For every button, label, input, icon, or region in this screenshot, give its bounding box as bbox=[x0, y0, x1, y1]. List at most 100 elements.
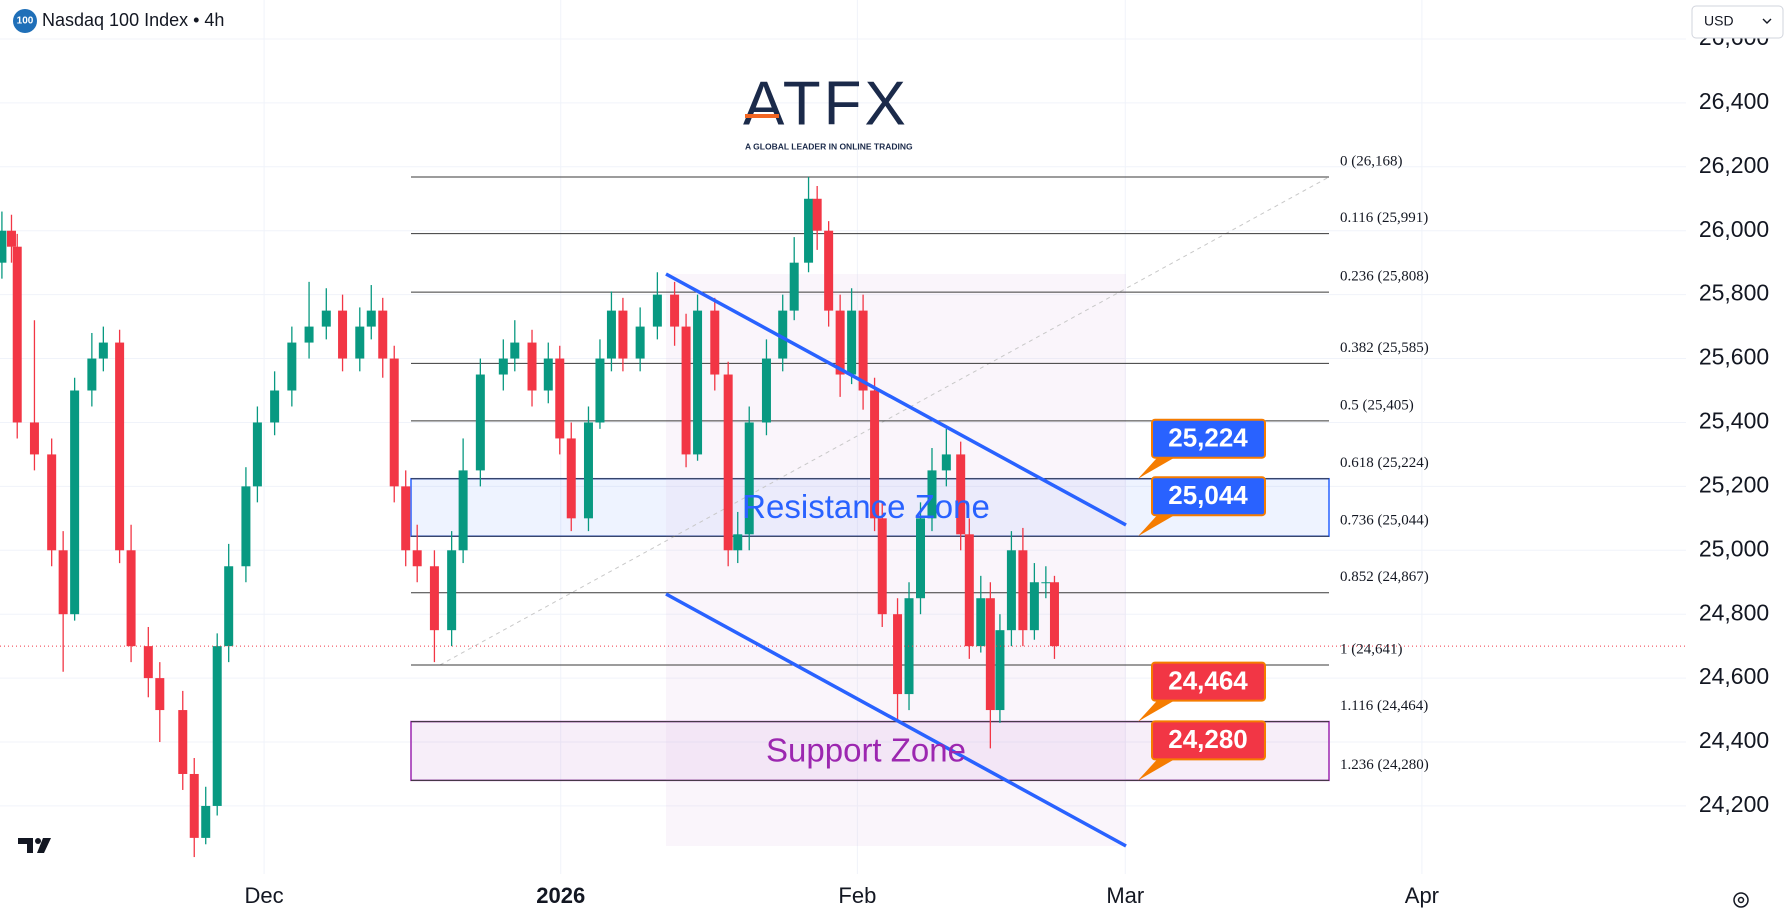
candle-body bbox=[847, 310, 857, 375]
y-tick-label: 25,400 bbox=[1699, 408, 1769, 434]
price-label-pointer bbox=[1138, 699, 1176, 722]
y-tick-label: 24,400 bbox=[1699, 727, 1769, 753]
candle-body bbox=[287, 342, 297, 391]
candle-body bbox=[155, 678, 165, 711]
candle-body bbox=[338, 310, 348, 359]
y-tick-label: 25,800 bbox=[1699, 280, 1769, 306]
candle-body bbox=[652, 294, 662, 327]
candle-body bbox=[321, 310, 331, 327]
y-tick-label: 25,200 bbox=[1699, 471, 1769, 497]
candle-body bbox=[475, 374, 485, 471]
candle-body bbox=[0, 230, 7, 263]
candle-body bbox=[812, 198, 822, 231]
y-tick-label: 26,000 bbox=[1699, 216, 1769, 242]
candle-body bbox=[412, 550, 422, 567]
candle-body bbox=[58, 550, 68, 615]
candle-body bbox=[12, 246, 22, 423]
x-tick-label: Feb bbox=[838, 883, 876, 908]
x-tick-label: Mar bbox=[1106, 883, 1144, 908]
fib-layer: 0 (26,168) 0.116 (25,991) 0.236 (25,808) 0.… bbox=[411, 153, 1429, 781]
settings-icon-core[interactable] bbox=[1737, 896, 1745, 904]
price-label-box bbox=[1151, 661, 1266, 702]
logo-name: ATFX bbox=[743, 69, 909, 138]
price-label-text: 25,044 bbox=[1168, 480, 1248, 510]
candle-body bbox=[178, 710, 188, 774]
fib-label: 0.5 (25,405) bbox=[1340, 397, 1414, 413]
currency-text[interactable]: USD bbox=[1704, 13, 1734, 29]
candle-body bbox=[976, 598, 986, 647]
price-label-box bbox=[1151, 720, 1266, 761]
candle-body bbox=[566, 438, 576, 519]
tv-logo-part bbox=[37, 838, 51, 853]
currency-button[interactable]: USD bbox=[1691, 5, 1784, 39]
candle-body bbox=[964, 534, 974, 647]
price-label-pointer bbox=[1138, 758, 1176, 781]
candle-body bbox=[224, 566, 234, 647]
channel-fill bbox=[666, 274, 1126, 846]
fib-label: 0.852 (24,867) bbox=[1340, 569, 1429, 585]
candle-body bbox=[189, 773, 199, 838]
y-tick-label: 25,000 bbox=[1699, 535, 1769, 561]
zone-label: Support Zone bbox=[766, 732, 966, 769]
candle-body bbox=[543, 358, 553, 391]
price-label-text: 25,224 bbox=[1168, 423, 1248, 453]
price-label-pointer bbox=[1138, 514, 1176, 537]
channel-lower bbox=[665, 592, 1127, 848]
zone-label: Resistance Zone bbox=[742, 488, 990, 525]
candle-body bbox=[270, 390, 280, 423]
candle-body bbox=[583, 422, 593, 519]
candle-body bbox=[927, 470, 937, 519]
y-tick-label: 26,200 bbox=[1699, 152, 1769, 178]
candle-body bbox=[824, 230, 834, 311]
axis-layer: 24,200 24,400 24,600 24,800 25,000 25,200 25,4… bbox=[245, 24, 1770, 908]
candle-body bbox=[252, 422, 262, 487]
fib-label: 1.236 (24,280) bbox=[1340, 757, 1429, 773]
symbol-title: Nasdaq 100 Index • 4h bbox=[42, 10, 224, 30]
candle-body bbox=[789, 262, 799, 311]
price-label-text: 24,464 bbox=[1168, 665, 1248, 695]
fib-label: 0.736 (25,044) bbox=[1340, 513, 1429, 529]
candle-body bbox=[693, 310, 703, 455]
grid-layer bbox=[0, 0, 1686, 874]
candle-body bbox=[916, 518, 926, 599]
fib-label: 0.382 (25,585) bbox=[1340, 340, 1429, 356]
candle-body bbox=[555, 358, 565, 439]
y-tick-label: 24,800 bbox=[1699, 599, 1769, 625]
candle-body bbox=[870, 390, 880, 519]
x-tick-label: Apr bbox=[1405, 883, 1439, 908]
symbol-badge-text: 100 bbox=[17, 16, 34, 27]
x-tick-label: Dec bbox=[245, 883, 284, 908]
candle-body bbox=[681, 326, 691, 455]
channel-upper bbox=[665, 272, 1127, 527]
candle-body bbox=[241, 486, 251, 567]
candle-body bbox=[6, 230, 16, 247]
fib-label: 0.236 (25,808) bbox=[1340, 269, 1429, 285]
candle-body bbox=[70, 390, 80, 615]
candle-body bbox=[1041, 582, 1051, 584]
settings-icon[interactable] bbox=[1733, 892, 1749, 908]
settings-button[interactable] bbox=[1733, 892, 1749, 908]
price-label-box bbox=[1151, 418, 1266, 459]
candle-layer bbox=[0, 177, 1686, 858]
candle-body bbox=[941, 454, 951, 471]
tv-logo bbox=[18, 838, 51, 853]
y-tick-label: 25,600 bbox=[1699, 344, 1769, 370]
candle-body bbox=[985, 598, 995, 711]
currency-box[interactable] bbox=[1691, 5, 1784, 39]
fib-label: 1.116 (24,464) bbox=[1340, 698, 1428, 714]
zone-text-layer: Resistance Zone Support Zone bbox=[742, 488, 990, 769]
candle-body bbox=[606, 310, 616, 359]
candle-body bbox=[143, 646, 153, 679]
price-label-text: 24,280 bbox=[1168, 724, 1248, 754]
candle-body bbox=[212, 646, 222, 806]
candle-body bbox=[366, 310, 376, 327]
currency-chevron[interactable] bbox=[1762, 18, 1772, 24]
candle-body bbox=[510, 342, 520, 359]
candle-body bbox=[893, 614, 903, 695]
candle-body bbox=[670, 294, 680, 327]
candle-body bbox=[635, 326, 645, 359]
logo-tagline: A GLOBAL LEADER IN ONLINE TRADING bbox=[745, 141, 913, 151]
candle-body bbox=[804, 198, 814, 263]
candle-body bbox=[956, 454, 966, 535]
